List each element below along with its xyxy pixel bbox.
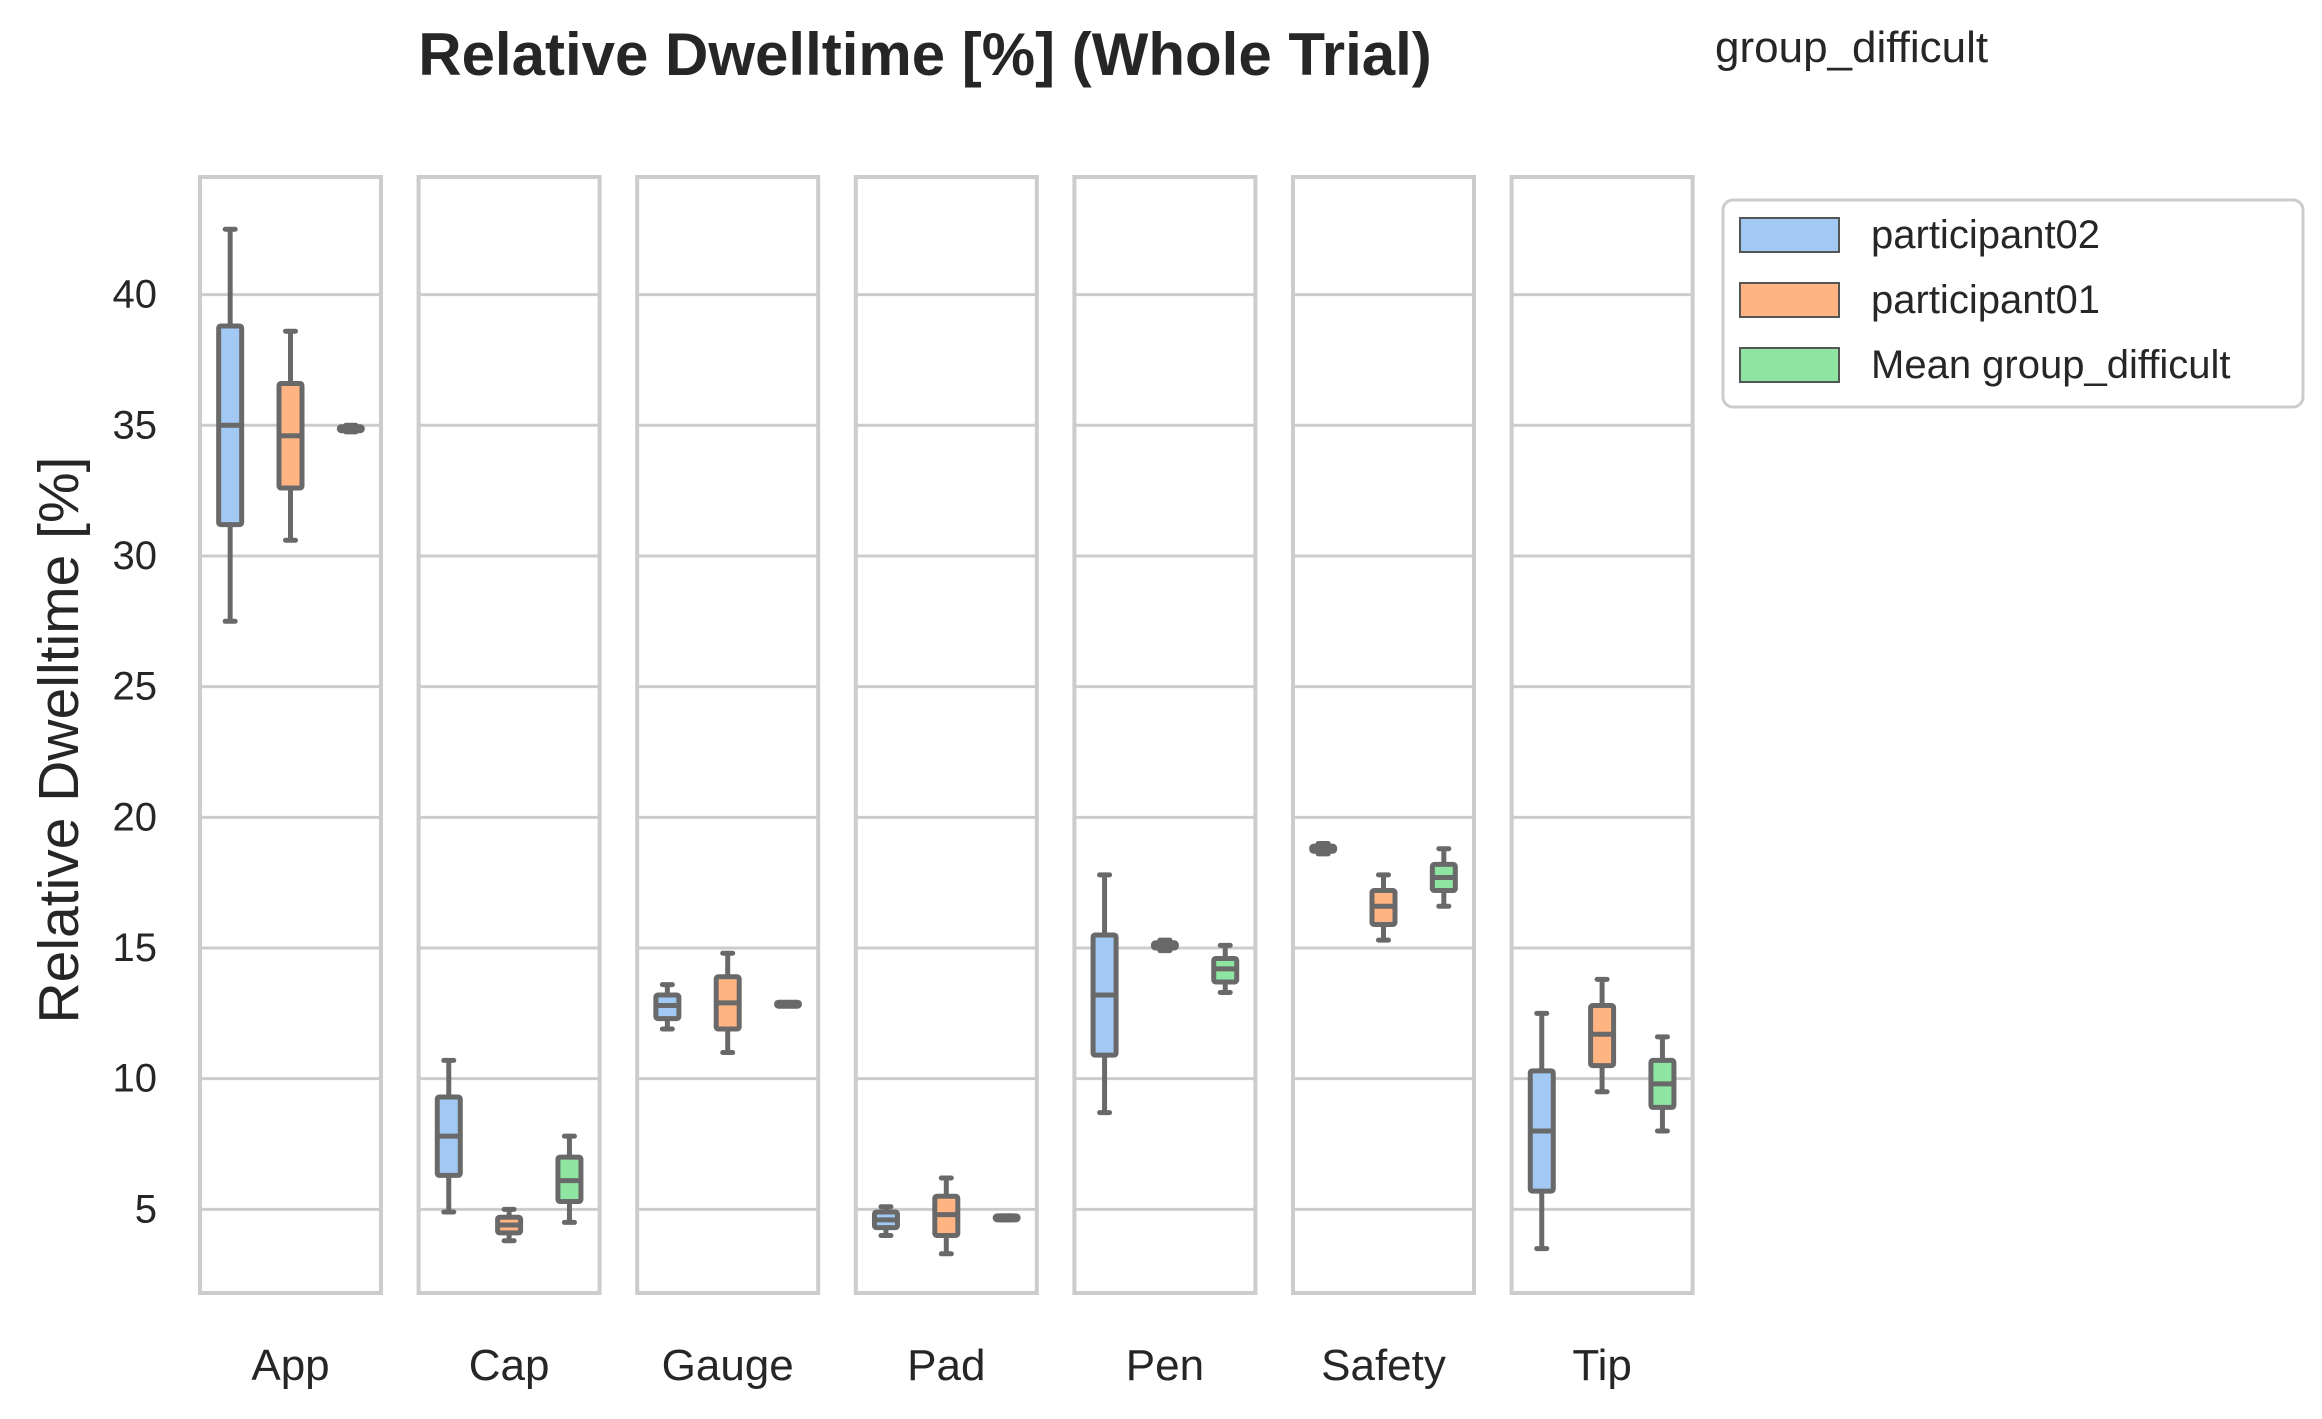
legend-item-mean-group-difficult: Mean group_difficult [1739,343,2231,387]
category-label: Tip [1572,1341,1632,1390]
panel-frame [635,175,821,1295]
box-app-mean-group-difficult [336,422,365,435]
box-pad-mean-group-difficult [992,1213,1021,1223]
panel-gauge: Gauge [635,175,821,1390]
y-tick-label: 40 [113,273,158,317]
panels: App Cap Gauge Pad Pen Safety Tip [198,175,1695,1390]
box-pad-participant02 [871,1204,900,1239]
panel-frame [853,175,1039,1295]
box-safety-participant01 [1369,872,1398,943]
category-label: Pad [907,1341,985,1390]
legend-label: participant02 [1871,213,2100,257]
y-tick-label: 20 [113,795,158,839]
y-tick-label: 15 [113,926,158,970]
panel-app: App [198,175,383,1390]
panel-frame [1291,175,1476,1295]
box-gauge-mean-group-difficult [774,999,803,1009]
legend-title: group_difficult [1715,23,1988,72]
category-label: Cap [469,1341,550,1390]
panel-pen: Pen [1072,175,1258,1390]
panel-cap: Cap [416,175,602,1390]
legend-frame [1721,198,2305,409]
category-label: Safety [1321,1341,1446,1390]
y-tick-label: 10 [113,1057,158,1101]
chart-title: Relative Dwelltime [%] (Whole Trial) [418,21,1432,88]
panel-frame [1072,175,1258,1295]
panel-safety: Safety [1291,175,1476,1390]
y-axis-label: Relative Dwelltime [%] [27,457,91,1024]
y-tick-label: 30 [113,534,158,578]
panel-frame [198,175,383,1295]
box-tip-participant02 [1527,1010,1556,1252]
legend-item-participant02: participant02 [1739,213,2100,257]
y-tick-label: 35 [113,403,158,447]
panel-pad: Pad [853,175,1039,1390]
box-pen-participant01 [1150,937,1179,954]
panel-frame [1509,175,1695,1295]
box-pad-participant01 [932,1175,961,1257]
y-tick-label: 25 [113,665,158,709]
box-safety-participant02 [1309,840,1338,857]
box-app-participant01 [276,328,305,543]
legend-swatch [1739,347,1840,383]
legend-item-participant01: participant01 [1739,278,2100,322]
legend-label: participant01 [1871,278,2100,322]
panel-frame [416,175,602,1295]
box-gauge-participant01 [713,950,742,1056]
box-cap-participant02 [434,1057,463,1215]
box-tip-mean-group-difficult [1648,1034,1677,1134]
box-cap-mean-group-difficult [555,1133,584,1225]
box-safety-mean-group-difficult [1429,846,1458,909]
legend-swatch [1739,217,1840,253]
box-tip-participant01 [1588,976,1617,1095]
panel-tip: Tip [1509,175,1695,1390]
category-label: Pen [1126,1341,1204,1390]
category-label: Gauge [662,1341,794,1390]
box-app-participant02 [216,226,245,624]
box-pen-participant02 [1090,872,1119,1116]
legend-label: Mean group_difficult [1871,343,2231,387]
box-pen-mean-group-difficult [1211,942,1240,995]
legend: participant02 participant01 Mean group_dif… [1721,198,2305,409]
box-gauge-participant02 [653,982,682,1032]
y-axis-ticks: 5 10 15 20 25 30 35 40 [113,273,158,1232]
legend-swatch [1739,282,1840,318]
box-cap-participant01 [495,1206,524,1244]
category-label: App [251,1341,329,1390]
y-tick-label: 5 [135,1187,157,1231]
